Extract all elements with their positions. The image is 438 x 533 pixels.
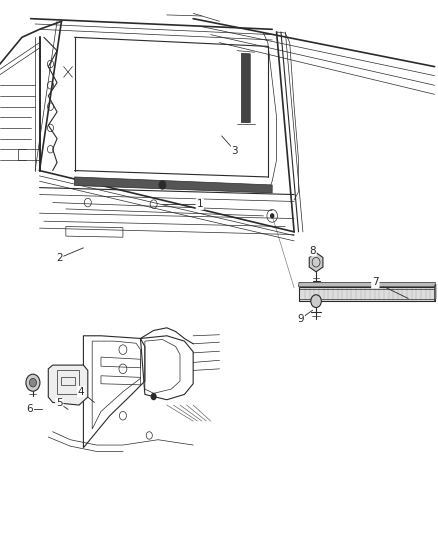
Polygon shape bbox=[434, 284, 435, 301]
Text: 7: 7 bbox=[371, 278, 378, 287]
Text: 8: 8 bbox=[308, 246, 315, 255]
Circle shape bbox=[310, 295, 321, 308]
Circle shape bbox=[269, 213, 274, 219]
Text: 9: 9 bbox=[297, 314, 304, 324]
Text: 3: 3 bbox=[231, 146, 238, 156]
Text: 6: 6 bbox=[26, 404, 33, 414]
Circle shape bbox=[26, 374, 40, 391]
Text: 4: 4 bbox=[78, 387, 85, 397]
Text: 5: 5 bbox=[56, 399, 63, 408]
Circle shape bbox=[29, 378, 36, 387]
Polygon shape bbox=[308, 253, 322, 272]
Circle shape bbox=[150, 393, 156, 400]
Polygon shape bbox=[298, 282, 434, 287]
Polygon shape bbox=[48, 365, 88, 405]
Circle shape bbox=[159, 181, 166, 189]
Text: 2: 2 bbox=[56, 253, 63, 263]
Text: 1: 1 bbox=[196, 199, 203, 209]
Polygon shape bbox=[298, 287, 434, 301]
Polygon shape bbox=[74, 177, 272, 193]
Polygon shape bbox=[241, 53, 250, 123]
